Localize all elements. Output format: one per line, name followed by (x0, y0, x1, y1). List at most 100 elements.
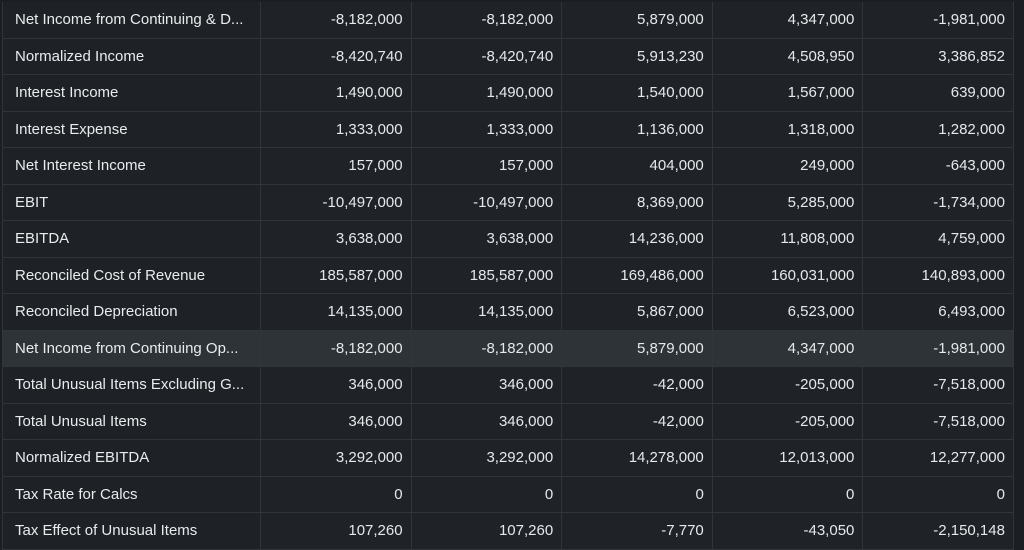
value-cell: 639,000 (863, 75, 1014, 111)
row-label: Net Interest Income (2, 148, 261, 184)
value-cell: 1,282,000 (863, 111, 1014, 147)
value-cell: 169,486,000 (562, 257, 713, 293)
row-label: Interest Expense (2, 111, 261, 147)
value-cell: 4,508,950 (712, 38, 864, 74)
value-cell: 0 (863, 476, 1014, 512)
row-label: Reconciled Cost of Revenue (2, 257, 261, 293)
row-label: Net Income from Continuing & D... (2, 2, 261, 38)
value-cell: 1,490,000 (411, 75, 563, 111)
value-cell: 14,135,000 (411, 294, 563, 330)
table-row[interactable]: Net Income from Continuing & D... -8,182,… (2, 2, 1014, 39)
value-cell: 5,879,000 (562, 2, 713, 38)
value-cell: -8,420,740 (261, 38, 412, 74)
row-label: Normalized Income (2, 38, 261, 74)
value-cell: -1,981,000 (863, 330, 1014, 366)
value-cell: 3,638,000 (411, 221, 563, 257)
value-cell: 4,347,000 (712, 2, 864, 38)
value-cell: 249,000 (712, 148, 864, 184)
value-cell: 140,893,000 (863, 257, 1014, 293)
table-right-edge (1014, 0, 1024, 550)
table-row[interactable]: Tax Effect of Unusual Items 107,260 107,26… (2, 513, 1014, 550)
row-label: Net Income from Continuing Op... (2, 330, 261, 366)
value-cell: -8,182,000 (261, 330, 412, 366)
value-cell: 1,567,000 (712, 75, 864, 111)
value-cell: 1,318,000 (712, 111, 864, 147)
table-row[interactable]: Reconciled Cost of Revenue 185,587,000 185… (2, 257, 1014, 294)
value-cell: 1,333,000 (411, 111, 563, 147)
value-cell: 5,867,000 (562, 294, 713, 330)
value-cell: 8,369,000 (562, 184, 713, 220)
value-cell: 107,260 (261, 513, 412, 549)
table-row[interactable]: Net Interest Income 157,000 157,000 404,000… (2, 148, 1014, 185)
value-cell: 11,808,000 (712, 221, 864, 257)
value-cell: -42,000 (562, 403, 713, 439)
value-cell: 5,913,230 (562, 38, 713, 74)
value-cell: 1,333,000 (261, 111, 412, 147)
value-cell: 4,759,000 (863, 221, 1014, 257)
table-row[interactable]: EBITDA 3,638,000 3,638,000 14,236,000 11,808… (2, 221, 1014, 258)
table-row[interactable]: Normalized EBITDA 3,292,000 3,292,000 14,27… (2, 440, 1014, 477)
value-cell: -42,000 (562, 367, 713, 403)
value-cell: -205,000 (712, 367, 864, 403)
value-cell: 3,292,000 (261, 440, 412, 476)
row-label: Tax Rate for Calcs (2, 476, 261, 512)
table-row[interactable]: Total Unusual Items 346,000 346,000 -42,000… (2, 403, 1014, 440)
value-cell: 346,000 (411, 403, 563, 439)
value-cell: 0 (562, 476, 713, 512)
table-row[interactable]: Tax Rate for Calcs 0 0 0 0 0 (2, 476, 1014, 513)
table-row[interactable]: Net Income from Continuing Op... -8,182,0… (2, 330, 1014, 367)
row-label: Total Unusual Items Excluding G... (2, 367, 261, 403)
value-cell: 346,000 (261, 403, 412, 439)
value-cell: -2,150,148 (863, 513, 1014, 549)
value-cell: 12,277,000 (863, 440, 1014, 476)
table-row[interactable]: EBIT -10,497,000 -10,497,000 8,369,000 5,285… (2, 184, 1014, 221)
row-label: Reconciled Depreciation (2, 294, 261, 330)
value-cell: -10,497,000 (261, 184, 412, 220)
row-label: Normalized EBITDA (2, 440, 261, 476)
value-cell: 346,000 (261, 367, 412, 403)
value-cell: 404,000 (562, 148, 713, 184)
value-cell: -1,981,000 (863, 2, 1014, 38)
value-cell: -205,000 (712, 403, 864, 439)
row-label: EBITDA (2, 221, 261, 257)
row-label: EBIT (2, 184, 261, 220)
value-cell: 185,587,000 (411, 257, 563, 293)
table-row[interactable]: Normalized Income -8,420,740 -8,420,740 5,9… (2, 38, 1014, 75)
value-cell: 14,135,000 (261, 294, 412, 330)
value-cell: -643,000 (863, 148, 1014, 184)
value-cell: 6,493,000 (863, 294, 1014, 330)
table-row[interactable]: Total Unusual Items Excluding G... 346,00… (2, 367, 1014, 404)
table-row[interactable]: Interest Expense 1,333,000 1,333,000 1,136,… (2, 111, 1014, 148)
value-cell: 1,540,000 (562, 75, 713, 111)
value-cell: -7,518,000 (863, 367, 1014, 403)
value-cell: -8,420,740 (411, 38, 563, 74)
table-row[interactable]: Reconciled Depreciation 14,135,000 14,135,… (2, 294, 1014, 331)
value-cell: 14,278,000 (562, 440, 713, 476)
value-cell: -43,050 (712, 513, 864, 549)
value-cell: 185,587,000 (261, 257, 412, 293)
value-cell: 12,013,000 (712, 440, 864, 476)
value-cell: 160,031,000 (712, 257, 864, 293)
value-cell: 5,285,000 (712, 184, 864, 220)
value-cell: 1,136,000 (562, 111, 713, 147)
row-label: Tax Effect of Unusual Items (2, 513, 261, 549)
table-row[interactable]: Interest Income 1,490,000 1,490,000 1,540,0… (2, 75, 1014, 112)
value-cell: 107,260 (411, 513, 563, 549)
row-label: Total Unusual Items (2, 403, 261, 439)
value-cell: -8,182,000 (261, 2, 412, 38)
value-cell: -7,518,000 (863, 403, 1014, 439)
value-cell: 3,292,000 (411, 440, 563, 476)
value-cell: 157,000 (261, 148, 412, 184)
value-cell: 5,879,000 (562, 330, 713, 366)
value-cell: -8,182,000 (411, 2, 563, 38)
value-cell: -8,182,000 (411, 330, 563, 366)
value-cell: 0 (411, 476, 563, 512)
value-cell: -10,497,000 (411, 184, 563, 220)
value-cell: 14,236,000 (562, 221, 713, 257)
value-cell: 346,000 (411, 367, 563, 403)
value-cell: -7,770 (562, 513, 713, 549)
row-label: Interest Income (2, 75, 261, 111)
value-cell: 3,638,000 (261, 221, 412, 257)
